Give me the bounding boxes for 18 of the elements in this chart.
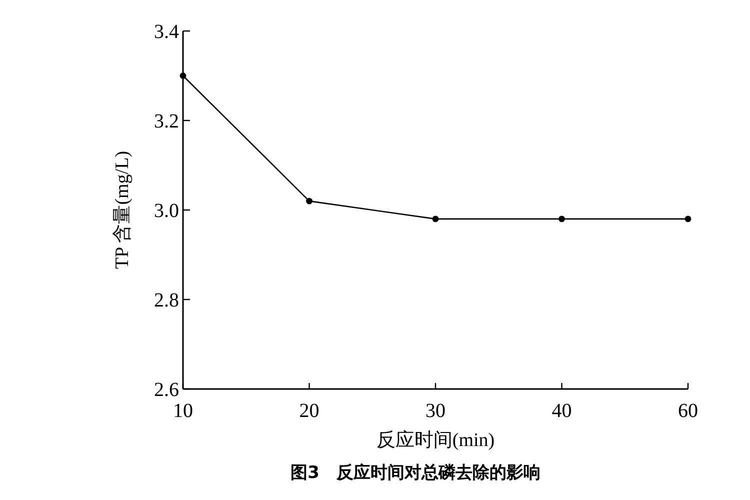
point (432, 216, 439, 222)
y-axis-title: TP 含量(mg/L) (112, 150, 133, 270)
point (684, 216, 692, 222)
y-tick-label: 2.6 (154, 379, 179, 401)
x-tick-label: 60 (678, 400, 698, 422)
point (558, 216, 565, 222)
y-tick-label: 3.2 (154, 110, 179, 132)
point (180, 72, 186, 79)
text: 图3 反应时间对总磷去除的影响 (290, 463, 540, 483)
y-tick-label: 3.0 (154, 200, 179, 222)
y-tick-label: 3.4 (154, 21, 179, 43)
x-tick-label: 20 (299, 400, 320, 422)
x-axis-title: 反应时间(min) (376, 429, 495, 451)
x-tick-label: 30 (426, 400, 446, 422)
x-tick-label: 10 (173, 400, 193, 422)
x-tick-label: 40 (552, 400, 572, 422)
y-tick-label: 2.8 (154, 290, 179, 312)
point (306, 198, 312, 204)
